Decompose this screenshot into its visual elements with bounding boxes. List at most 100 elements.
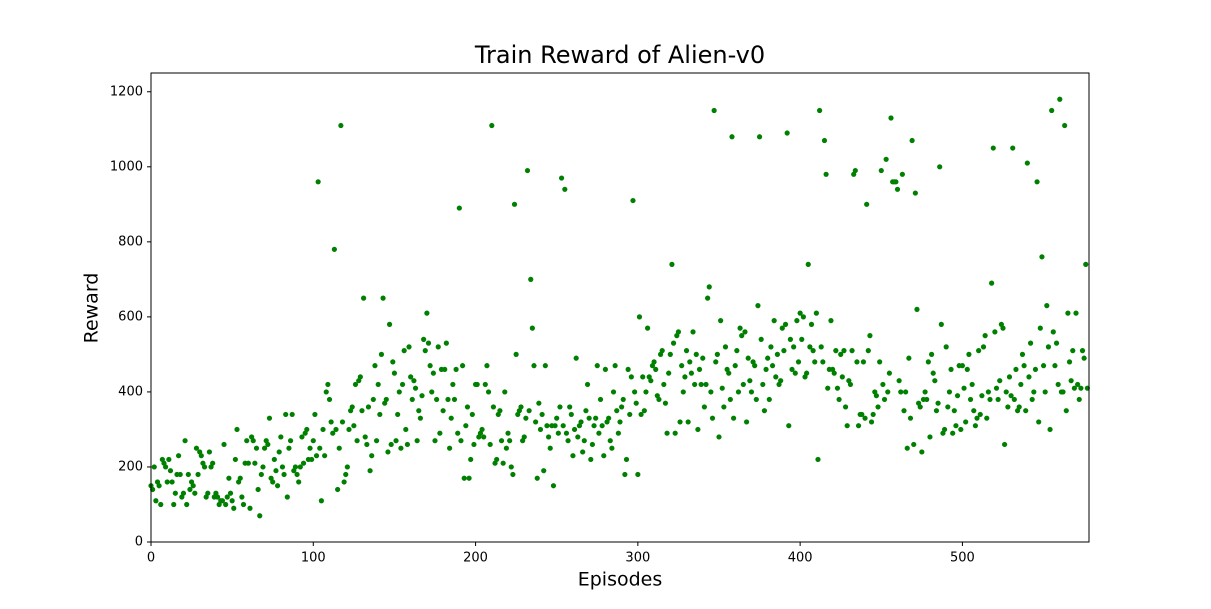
point <box>899 171 905 177</box>
point <box>435 344 441 350</box>
point <box>735 389 742 395</box>
point <box>950 430 956 436</box>
point <box>1011 396 1017 403</box>
point <box>1013 366 1019 373</box>
y-tick-label: 1200 <box>110 84 143 99</box>
point <box>229 498 235 504</box>
point <box>870 411 876 418</box>
point <box>219 498 226 504</box>
point <box>683 348 690 354</box>
point <box>239 494 245 500</box>
point <box>1019 351 1026 357</box>
point <box>484 363 490 369</box>
point <box>547 445 553 451</box>
point <box>411 378 417 384</box>
point <box>653 366 659 373</box>
point <box>768 344 774 350</box>
point <box>1060 389 1066 395</box>
point <box>625 366 631 373</box>
point <box>300 460 307 466</box>
point <box>1065 310 1071 316</box>
point <box>573 355 579 361</box>
point <box>992 329 998 335</box>
point <box>980 344 987 350</box>
point <box>849 348 855 354</box>
point <box>583 408 589 414</box>
point <box>1050 329 1056 335</box>
point <box>580 449 586 455</box>
point <box>1049 107 1055 114</box>
point <box>417 415 423 421</box>
point <box>792 370 798 376</box>
point <box>695 426 701 433</box>
point <box>304 426 310 433</box>
point <box>210 460 216 466</box>
point <box>429 389 435 395</box>
x-axis-label: Episodes <box>578 569 663 591</box>
point <box>281 471 287 478</box>
point <box>455 430 461 436</box>
point <box>307 445 313 451</box>
point <box>880 381 886 388</box>
point <box>1076 396 1082 403</box>
point <box>1079 348 1086 354</box>
point <box>227 490 234 496</box>
point <box>335 486 341 493</box>
point <box>698 381 704 388</box>
point <box>773 374 779 380</box>
point <box>175 453 182 459</box>
point <box>375 381 381 388</box>
y-axis-label: Reward <box>81 273 103 344</box>
point <box>351 423 357 429</box>
point <box>909 137 915 144</box>
point <box>760 381 766 388</box>
point <box>581 438 587 444</box>
point <box>789 366 795 373</box>
point <box>158 501 164 508</box>
point <box>821 137 828 144</box>
point <box>412 385 419 391</box>
point <box>331 246 337 252</box>
point <box>878 167 884 174</box>
point <box>273 468 279 474</box>
point <box>253 445 260 451</box>
point <box>578 419 584 425</box>
point <box>868 419 875 425</box>
point <box>453 366 459 373</box>
point <box>976 348 982 354</box>
point <box>1066 359 1073 365</box>
point <box>1057 96 1063 102</box>
point <box>1024 160 1030 166</box>
point <box>877 359 883 365</box>
point <box>425 340 432 346</box>
point <box>743 419 750 425</box>
point <box>834 385 841 391</box>
point <box>403 426 409 433</box>
point <box>1023 408 1029 414</box>
point <box>542 363 548 369</box>
point <box>867 333 873 339</box>
point <box>180 490 187 496</box>
point <box>505 430 511 436</box>
point <box>1031 389 1037 395</box>
point <box>240 501 247 508</box>
point <box>372 363 378 369</box>
point <box>800 314 806 320</box>
point <box>894 186 901 192</box>
y-tick-label: 1000 <box>110 159 143 174</box>
point <box>388 441 394 448</box>
point <box>753 396 759 403</box>
point <box>562 186 568 192</box>
point <box>854 359 860 365</box>
point <box>831 370 837 376</box>
point <box>593 415 599 421</box>
point <box>779 325 785 331</box>
point <box>933 408 940 414</box>
point <box>169 479 175 485</box>
point <box>781 348 787 354</box>
point <box>481 434 487 440</box>
point <box>761 408 768 414</box>
point <box>497 408 503 414</box>
point <box>680 389 686 395</box>
point <box>703 381 709 388</box>
